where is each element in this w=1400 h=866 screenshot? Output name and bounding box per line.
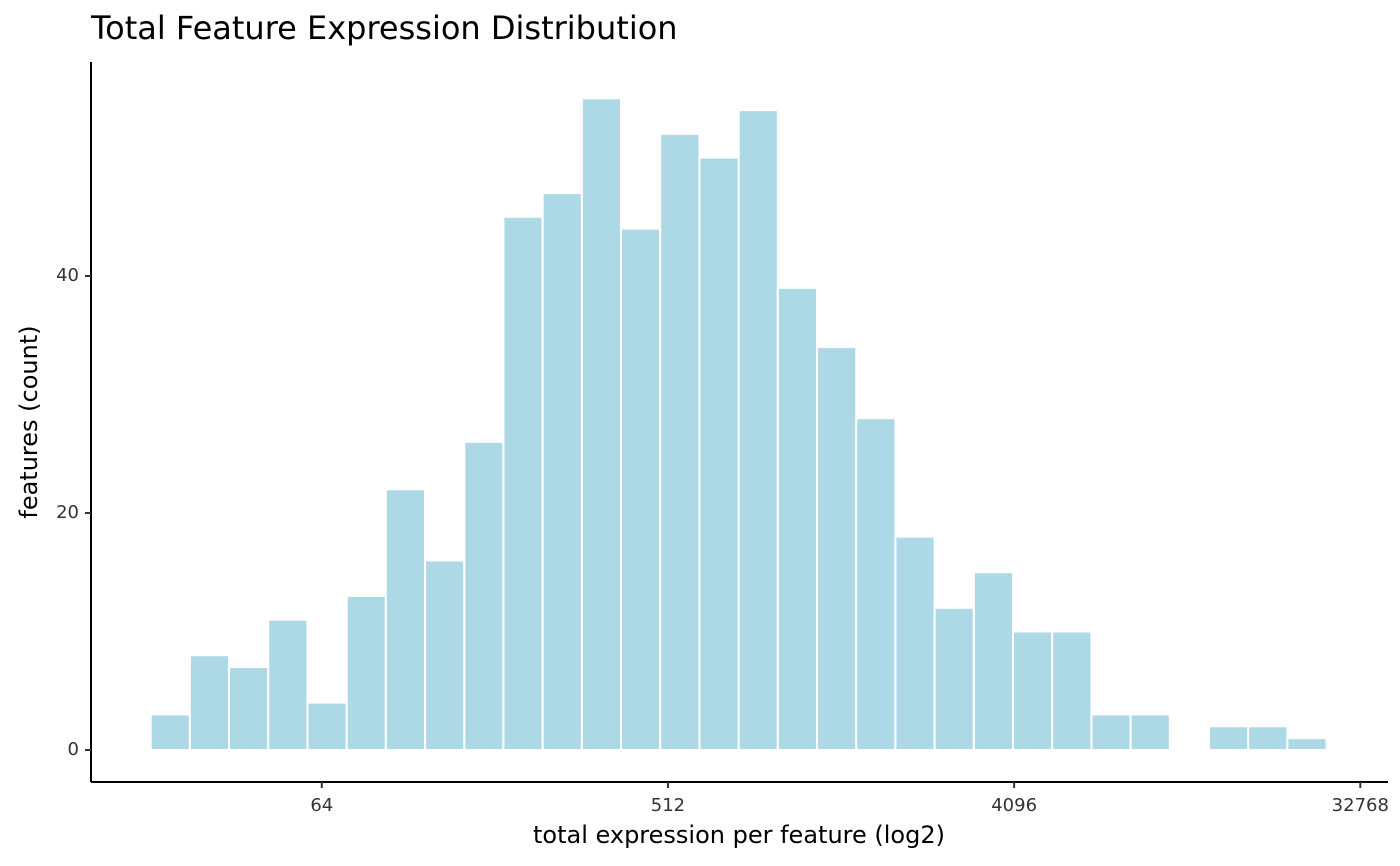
y-tick-label: 20 bbox=[56, 502, 79, 523]
bar bbox=[424, 559, 466, 752]
bar bbox=[1051, 630, 1093, 752]
x-tick-label: 32768 bbox=[1332, 795, 1389, 816]
bar bbox=[894, 535, 936, 752]
bar bbox=[149, 713, 191, 752]
bar bbox=[659, 132, 701, 752]
bar bbox=[306, 701, 348, 752]
y-axis-title: features (count) bbox=[15, 325, 43, 518]
bar bbox=[737, 109, 779, 752]
bar bbox=[855, 417, 897, 752]
bar bbox=[776, 286, 819, 752]
bar bbox=[1090, 713, 1132, 752]
bar bbox=[345, 594, 387, 752]
bar bbox=[933, 606, 975, 752]
bar bbox=[619, 227, 662, 752]
bar bbox=[463, 440, 505, 752]
bar bbox=[267, 618, 309, 752]
bar bbox=[384, 488, 427, 752]
chart-title: Total Feature Expression Distribution bbox=[90, 9, 678, 47]
bar bbox=[541, 192, 583, 752]
bar bbox=[580, 97, 622, 752]
bar bbox=[502, 215, 544, 752]
x-tick-label: 64 bbox=[310, 795, 333, 816]
bar bbox=[816, 346, 858, 752]
x-axis-title: total expression per feature (log2) bbox=[533, 821, 945, 849]
bar bbox=[1129, 713, 1171, 752]
x-tick-label: 4096 bbox=[991, 795, 1037, 816]
bar bbox=[1208, 725, 1250, 752]
x-tick-label: 512 bbox=[651, 795, 685, 816]
bar bbox=[972, 571, 1014, 752]
y-tick-label: 0 bbox=[68, 739, 79, 760]
bar bbox=[1011, 630, 1054, 752]
bar bbox=[698, 156, 740, 752]
y-tick-label: 40 bbox=[56, 265, 79, 286]
bar bbox=[228, 666, 270, 752]
bar bbox=[188, 654, 231, 752]
bar bbox=[1286, 737, 1328, 752]
bar bbox=[1247, 725, 1289, 752]
